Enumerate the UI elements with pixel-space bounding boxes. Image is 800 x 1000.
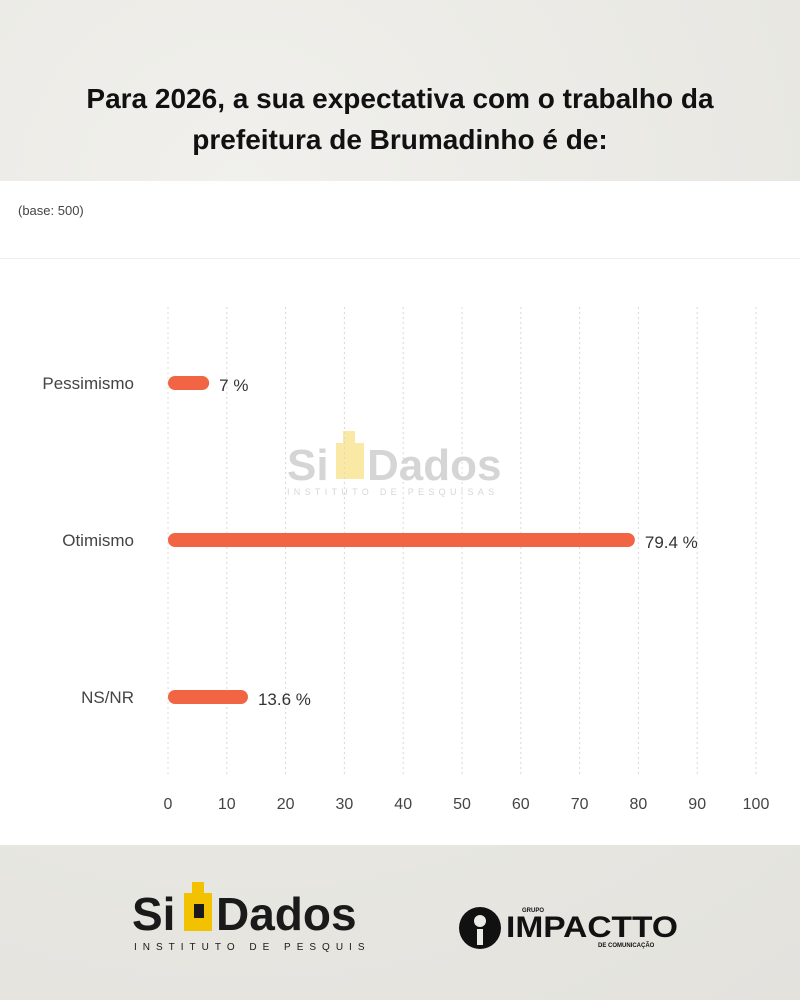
value-label: 7 % — [219, 376, 248, 395]
logo-cube-cutout — [194, 904, 204, 918]
title-line-2: prefeitura de Brumadinho é de: — [192, 124, 608, 155]
bar — [168, 533, 635, 547]
watermark-cube-small-icon — [343, 431, 355, 443]
watermark-cube-icon — [336, 443, 364, 479]
impactto-tagline: DE COMUNICAÇÃO — [598, 942, 655, 949]
category-label: Otimismo — [62, 531, 134, 550]
impactto-emblem-bar — [477, 929, 483, 945]
watermark-brand-right: Dados — [367, 441, 501, 490]
watermark-logo: Si Dados INSTITUTO DE PESQUISAS — [287, 431, 501, 497]
logo-cube-small-icon — [192, 882, 204, 893]
impactto-brand: IMPACTTO — [506, 911, 678, 944]
x-tick-label: 70 — [571, 796, 589, 813]
watermark-tagline: INSTITUTO DE PESQUISAS — [287, 487, 498, 497]
x-tick-label: 20 — [277, 796, 295, 813]
logo-brand-left: Si — [132, 888, 175, 940]
x-tick-label: 40 — [394, 796, 412, 813]
x-tick-label: 80 — [630, 796, 648, 813]
panel-divider — [0, 258, 800, 259]
x-tick-label: 60 — [512, 796, 530, 813]
x-tick-label: 50 — [453, 796, 471, 813]
x-tick-label: 30 — [336, 796, 354, 813]
impactto-emblem-dot — [474, 915, 486, 927]
value-label: 79.4 % — [645, 533, 698, 552]
title-line-1: Para 2026, a sua expectativa com o traba… — [86, 83, 714, 114]
x-tick-label: 0 — [164, 796, 173, 813]
bar-chart: Si Dados INSTITUTO DE PESQUISAS 0 10 20 30 4… — [42, 307, 769, 813]
x-tick-label: 10 — [218, 796, 236, 813]
x-tick-label: 100 — [743, 796, 770, 813]
x-tick-label: 90 — [688, 796, 706, 813]
logo-brand-right: Dados — [216, 888, 357, 940]
impactto-group-label: GRUPO — [522, 908, 544, 914]
chart-panel — [0, 181, 800, 845]
logo-tagline: INSTITUTO DE PESQUISAS — [134, 942, 370, 953]
category-label: NS/NR — [81, 688, 134, 707]
impactto-logo: GRUPO IMPACTTO DE COMUNICAÇÃO — [459, 907, 678, 949]
bar — [168, 690, 248, 704]
base-note: (base: 500) — [18, 203, 84, 218]
watermark-brand-left: Si — [287, 441, 329, 490]
labels: 0 10 20 30 40 50 60 70 80 90 100 Pessimismo 7 % Otimi… — [42, 374, 769, 813]
sidados-logo: Si Dados INSTITUTO DE PESQUISAS — [132, 882, 370, 953]
impactto-emblem-icon — [459, 907, 501, 949]
bar — [168, 376, 210, 390]
chart-title: Para 2026, a sua expectativa com o traba… — [0, 78, 800, 160]
value-label: 13.6 % — [258, 690, 311, 709]
bars — [168, 376, 635, 704]
category-label: Pessimismo — [42, 374, 134, 393]
